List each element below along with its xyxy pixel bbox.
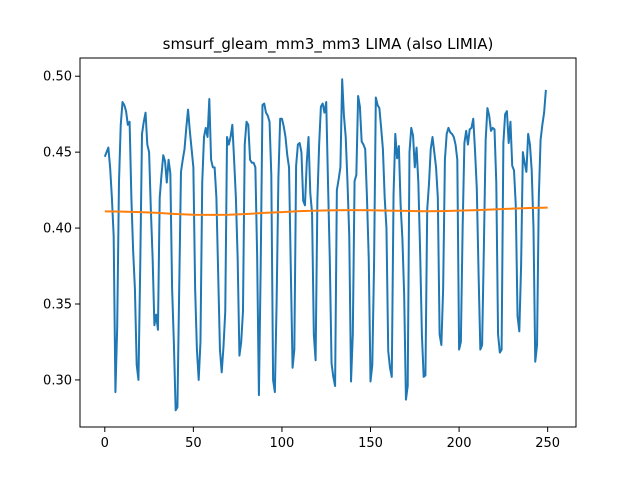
x-tick-label: 0 — [101, 436, 109, 451]
chart-title: smsurf_gleam_mm3_mm3 LIMA (also LIMIA) — [163, 35, 494, 54]
x-tick-label: 150 — [358, 436, 383, 451]
series-layer — [103, 78, 548, 412]
y-tick-label: 0.50 — [43, 70, 72, 85]
y-tick-label: 0.30 — [43, 373, 72, 388]
y-tick-label: 0.45 — [43, 146, 72, 161]
y-axis: 0.30 0.35 0.40 0.45 0.50 — [43, 70, 80, 388]
x-tick-label: 100 — [270, 436, 295, 451]
series-line-2 — [104, 206, 548, 216]
series-line-1 — [103, 78, 547, 412]
x-tick-label: 50 — [185, 436, 202, 451]
y-tick-label: 0.35 — [43, 298, 72, 313]
x-axis: 0 50 100 150 200 250 — [101, 427, 560, 451]
y-tick-label: 0.40 — [43, 222, 72, 237]
plot-frame — [79, 57, 577, 428]
x-tick-label: 250 — [535, 436, 560, 451]
x-tick-label: 200 — [447, 436, 472, 451]
